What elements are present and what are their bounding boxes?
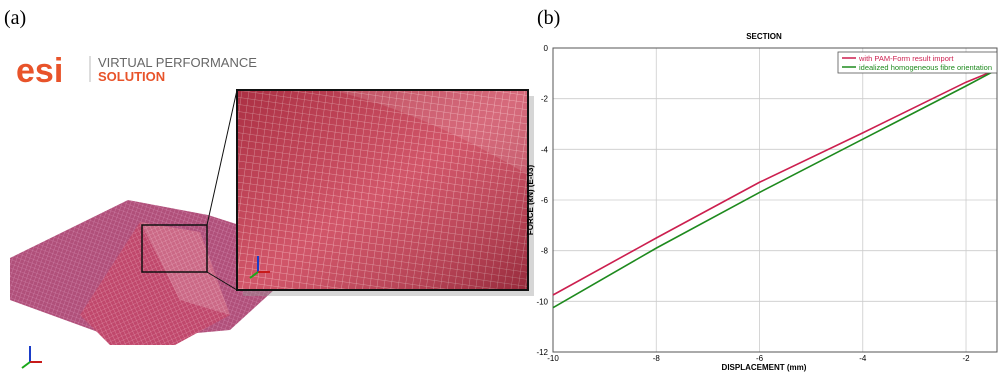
y-tick-label: -6 <box>541 196 549 205</box>
y-tick-label: -10 <box>536 297 548 306</box>
x-axis-label: DISPLACEMENT (mm) <box>722 363 807 372</box>
y-tick-label: -8 <box>541 247 549 256</box>
y-tick-label: -4 <box>541 145 549 154</box>
legend-label: idealized homogeneous fibre orientation <box>859 63 992 72</box>
chart-title: SECTION <box>746 32 782 41</box>
x-tick-label: -10 <box>547 354 559 363</box>
logo-line2: SOLUTION <box>98 69 165 84</box>
y-tick-label: 0 <box>544 44 549 53</box>
x-tick-label: -2 <box>962 354 970 363</box>
legend-label: with PAM-Form result import <box>858 54 954 63</box>
logo-brand: esi <box>16 52 63 90</box>
x-tick-label: -4 <box>859 354 867 363</box>
panel-label: (b) <box>537 7 560 29</box>
zoom-connector <box>207 90 237 225</box>
chart: SECTION DISPLACEMENT (mm) FORCE (kN) (E-03… <box>526 32 997 372</box>
logo-line1: VIRTUAL PERFORMANCE <box>98 55 257 70</box>
panel-label: (a) <box>4 7 26 29</box>
x-tick-label: -8 <box>653 354 661 363</box>
x-tick-label: -6 <box>756 354 764 363</box>
figure: (a) (b) esi VIRTUAL PERFORMANCE SOLUTION… <box>0 0 998 374</box>
y-tick-label: -2 <box>541 95 549 104</box>
y-axis-label: FORCE (kN) (E-03) <box>526 165 535 236</box>
